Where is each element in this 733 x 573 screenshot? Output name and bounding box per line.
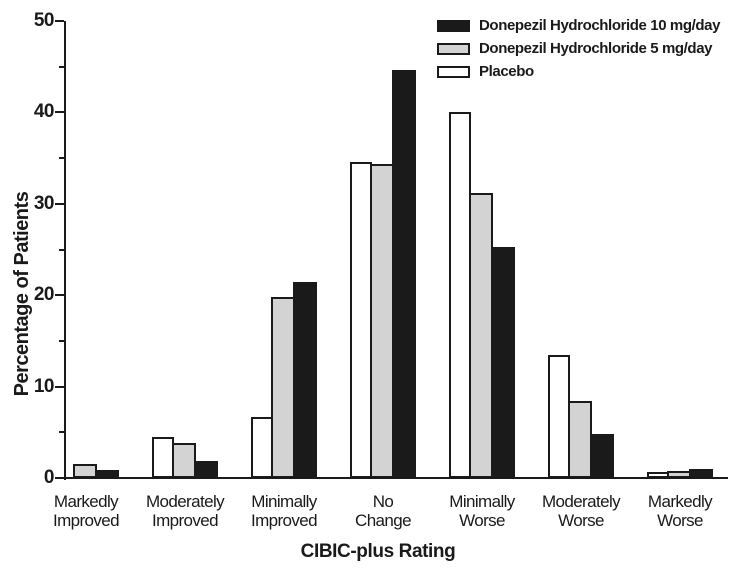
y-axis-minor-tick [59,248,64,251]
bar-donepezil-5mg-minimally-worse [469,193,493,478]
y-tick-label: 50 [33,10,55,31]
bar-donepezil-5mg-moderately-worse [568,401,592,478]
y-axis-major-tick [55,202,64,205]
x-category-label-line: Improved [250,511,318,530]
x-category-label-line: Improved [151,511,219,530]
y-tick-label: 40 [33,101,55,123]
y-tick-label: 0 [43,467,55,488]
bar-donepezil-5mg-markedly-improved [73,464,97,478]
bar-donepezil-5mg-minimally-improved [271,297,295,478]
x-category-label-line: No [372,492,394,511]
bar-placebo-no-change [350,162,372,478]
y-tick-label: 10 [33,375,55,397]
x-category-label-minimally-worse: Minimally Worse [426,492,538,530]
x-category-label-minimally-improved: Minimally Improved [228,492,340,530]
y-tick-label: 20 [33,284,55,306]
bar-donepezil-5mg-no-change [370,164,394,478]
x-category-label-markedly-improved: Markedly Improved [30,492,142,530]
x-category-label-line: Moderately [145,492,225,511]
legend-label-donepezil-10mg: Donepezil Hydrochloride 10 mg/day [479,17,721,34]
y-axis-minor-tick [59,431,64,434]
x-category-label-line: Moderately [541,492,621,511]
bar-placebo-markedly-worse [647,472,669,478]
x-category-label-no-change: No Change [327,492,439,530]
x-axis-line [64,477,728,479]
bar-donepezil-5mg-moderately-improved [172,443,196,478]
y-axis-major-tick [55,294,64,297]
legend-row-donepezil-10mg: Donepezil Hydrochloride 10 mg/day [437,17,720,35]
bar-donepezil-10mg-minimally-worse [491,247,515,478]
bar-placebo-moderately-improved [152,437,174,478]
bar-donepezil-10mg-moderately-improved [194,461,218,478]
legend-label-donepezil-5mg: Donepezil Hydrochloride 5 mg/day [479,40,713,57]
y-axis-minor-tick [59,157,64,160]
bar-placebo-moderately-worse [548,355,570,478]
bar-donepezil-10mg-markedly-improved [95,470,119,478]
chart-legend: Donepezil Hydrochloride 10 mg/day Donepe… [437,17,720,81]
legend-swatch-donepezil-10mg [437,20,470,32]
bar-donepezil-10mg-no-change [392,70,416,478]
bar-donepezil-10mg-markedly-worse [689,469,713,478]
x-category-label-line: Change [355,511,412,530]
y-axis-minor-tick [59,339,64,342]
x-category-label-moderately-worse: Moderately Worse [525,492,637,530]
y-axis-major-tick [55,111,64,114]
x-axis-title: CIBIC-plus Rating [300,541,456,562]
x-category-label-line: Minimally [449,492,515,511]
bar-donepezil-5mg-markedly-worse [667,471,691,478]
legend-row-donepezil-5mg: Donepezil Hydrochloride 5 mg/day [437,40,720,58]
x-category-label-line: Improved [52,511,120,530]
y-axis-major-tick [55,385,64,388]
y-axis-major-tick [55,477,64,479]
bar-placebo-minimally-worse [449,112,471,478]
x-category-label-line: Markedly [53,492,119,511]
x-category-label-line: Minimally [251,492,317,511]
legend-row-placebo: Placebo [437,63,720,81]
x-category-label-markedly-worse: Markedly Worse [624,492,733,530]
y-axis-major-tick [55,20,64,22]
bar-placebo-minimally-improved [251,417,273,478]
x-category-label-moderately-improved: Moderately Improved [129,492,241,530]
x-category-label-line: Markedly [647,492,713,511]
y-axis-minor-tick [59,65,64,68]
x-category-label-line: Worse [558,511,604,530]
x-category-label-line: Worse [459,511,505,530]
bar-donepezil-10mg-moderately-worse [590,434,614,478]
x-category-label-line: Worse [657,511,703,530]
legend-label-placebo: Placebo [479,63,534,80]
y-tick-label: 30 [33,192,55,214]
bar-donepezil-10mg-minimally-improved [293,282,317,478]
y-axis-line [64,21,66,480]
legend-swatch-placebo [437,66,470,78]
legend-swatch-donepezil-5mg [437,43,470,55]
